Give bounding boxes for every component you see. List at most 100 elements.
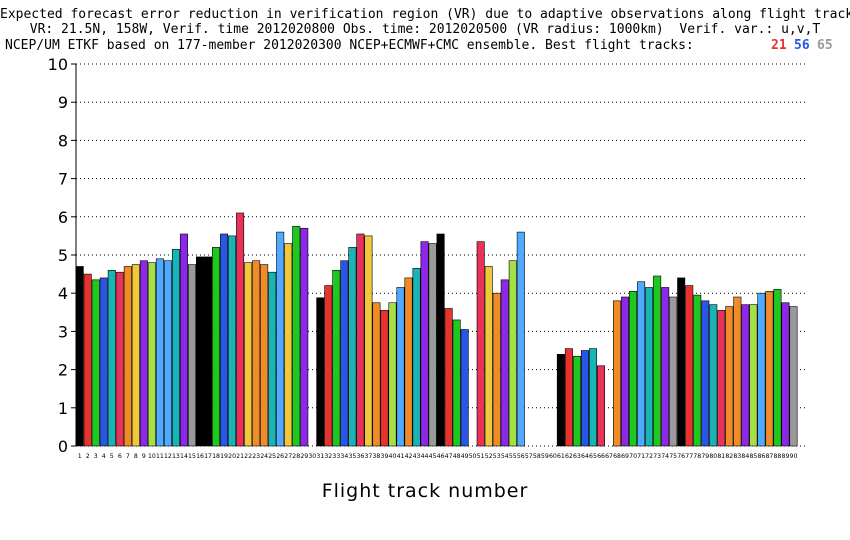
bar-track-9 [139,260,148,447]
bar-track-16 [196,256,205,447]
bar-track-11 [155,258,164,447]
x-tick-label: 85 [749,453,757,460]
bar-track-76 [677,277,686,447]
bar-track-18 [212,247,221,447]
bar-track-52 [484,266,493,447]
x-tick-label: 71 [637,453,645,460]
bar-track-80 [709,304,718,447]
best-track-2: 56 [794,38,810,53]
bar-track-49 [460,329,469,447]
y-tick-label: 0 [58,437,68,456]
bar-track-41 [396,287,405,447]
bar-track-69 [621,296,630,447]
x-tick-label: 29 [300,453,308,460]
bar-track-38 [372,302,381,447]
best-track-3: 65 [817,38,833,53]
x-tick-label: 90 [790,453,798,460]
x-tick-label: 51 [477,453,485,460]
x-tick-label: 78 [693,453,701,460]
bar-track-42 [404,277,413,447]
chart-title-line-2: VR: 21.5N, 158W, Verif. time 2012020800 … [29,22,821,37]
x-tick-label: 33 [332,453,340,460]
x-tick-label: 74 [661,453,669,460]
bar-track-68 [613,300,622,447]
bar-track-86 [757,292,766,447]
bar-track-13 [171,248,180,447]
x-tick-label: 1 [78,453,82,460]
bar-track-75 [669,296,678,447]
x-tick-label: 21 [236,453,244,460]
x-tick-label: 57 [525,453,533,460]
bar-track-32 [324,285,333,447]
x-tick-label: 84 [741,453,749,460]
x-tick-label: 32 [324,453,332,460]
x-tick-label: 73 [653,453,661,460]
y-tick-label: 5 [58,246,68,265]
x-tick-label: 24 [260,453,268,460]
bar-track-90 [789,306,798,447]
x-tick-label: 15 [188,453,196,460]
bar-track-53 [492,292,501,447]
x-tick-label: 83 [733,453,741,460]
x-tick-label: 18 [212,453,220,460]
x-tick-label: 13 [172,453,180,460]
x-tick-label: 4 [102,453,106,460]
x-tick-label: 37 [364,453,372,460]
bar-track-46 [436,233,445,447]
bar-track-1 [75,266,84,447]
x-tick-label: 62 [565,453,573,460]
x-tick-label: 9 [142,453,146,460]
bar-track-25 [268,271,277,447]
bar-track-77 [685,285,694,447]
bar-track-19 [220,233,229,447]
x-tick-label: 81 [717,453,725,460]
bar-track-66 [596,365,605,447]
bar-track-21 [236,212,245,447]
bar-track-74 [661,287,670,447]
x-tick-label: 70 [629,453,637,460]
bar-track-56 [516,231,525,447]
bar-track-3 [91,279,100,447]
x-tick-label: 75 [669,453,677,460]
x-tick-label: 16 [196,453,204,460]
bar-track-15 [187,264,196,447]
x-tick-label: 88 [774,453,782,460]
x-tick-label: 25 [268,453,276,460]
bar-track-47 [444,308,453,447]
x-tick-label: 50 [469,453,477,460]
x-tick-label: 6 [118,453,122,460]
bar-track-17 [204,256,213,447]
bar-track-22 [244,262,253,447]
x-tick-label: 39 [381,453,389,460]
bar-track-24 [260,264,269,447]
bar-track-20 [228,235,237,447]
x-tick-label: 61 [557,453,565,460]
x-tick-label: 59 [541,453,549,460]
bar-track-28 [292,226,301,447]
x-tick-label: 69 [621,453,629,460]
bar-track-31 [316,297,325,447]
x-tick-label: 12 [164,453,172,460]
x-tick-label: 77 [685,453,693,460]
bar-track-84 [741,304,750,447]
bar-track-82 [725,306,734,447]
bar-track-39 [380,310,389,447]
x-tick-label: 80 [709,453,717,460]
x-tick-label: 26 [276,453,284,460]
x-tick-label: 86 [757,453,765,460]
x-tick-label: 11 [156,453,164,460]
x-tick-label: 58 [533,453,541,460]
bar-track-44 [420,241,429,447]
y-tick-label: 7 [58,170,68,189]
bar-track-10 [147,262,156,447]
bar-track-4 [99,277,108,447]
x-tick-label: 52 [485,453,493,460]
bar-track-36 [356,233,365,447]
x-tick-label: 48 [453,453,461,460]
y-tick-label: 10 [48,55,68,74]
x-tick-label: 43 [413,453,421,460]
bar-track-33 [332,269,341,447]
bar-track-78 [693,294,702,447]
bar-track-61 [556,354,565,447]
